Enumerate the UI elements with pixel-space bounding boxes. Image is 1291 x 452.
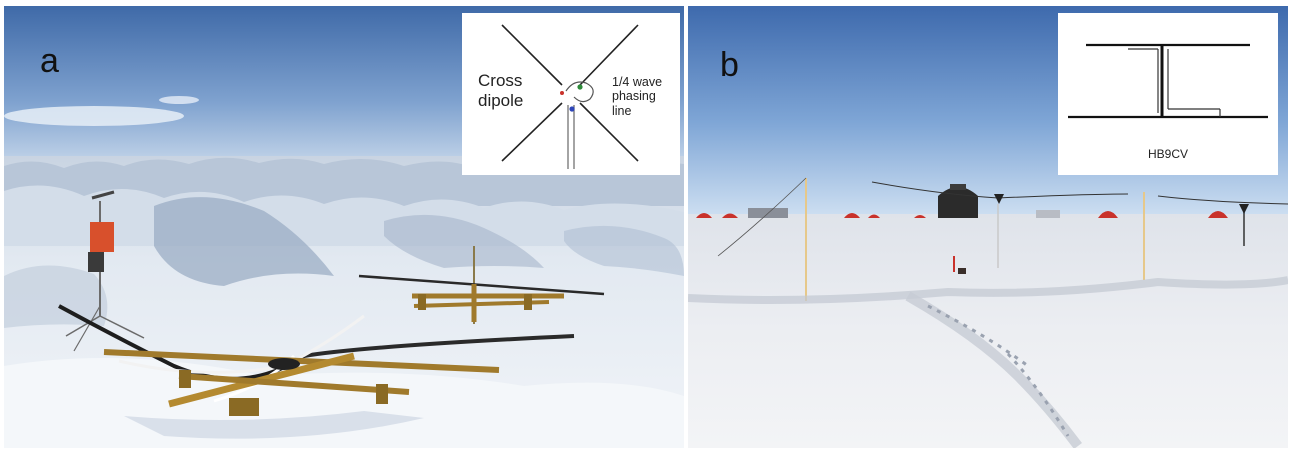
cross-dipole-title: Cross dipole bbox=[478, 71, 524, 110]
panel-label-b: b bbox=[720, 46, 739, 84]
phasing-line-annotation: 1/4 wave phasing line bbox=[612, 75, 663, 118]
panel-label-a: a bbox=[40, 42, 59, 80]
photo-panel-b: b HB9CV bbox=[688, 6, 1288, 448]
cross-dipole-diagram: Cross dipole 1/4 wave phasing line bbox=[462, 13, 680, 175]
hb9cv-schematic bbox=[1068, 43, 1268, 119]
hb9cv-caption: HB9CV bbox=[1147, 147, 1188, 161]
cross-dipole-schematic bbox=[501, 24, 639, 169]
hb9cv-diagram: HB9CV bbox=[1058, 13, 1278, 175]
photo-panel-a: a Cross dipole 1/4 wave phasing line bbox=[4, 6, 684, 448]
